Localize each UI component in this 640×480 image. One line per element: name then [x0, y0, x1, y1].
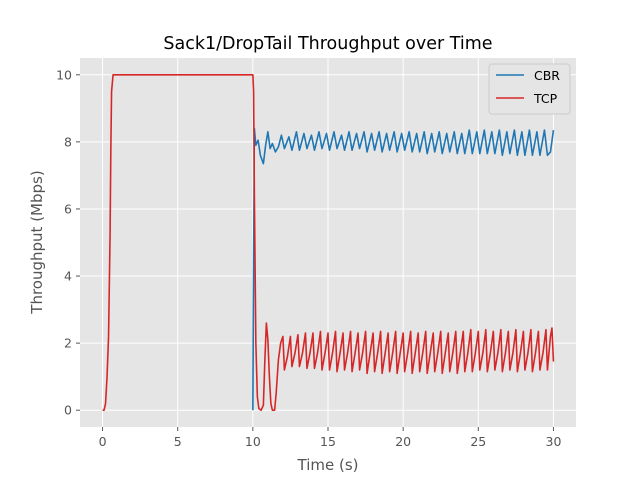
y-axis-label: Throughput (Mbps)	[28, 170, 46, 314]
x-tick-label: 5	[174, 434, 182, 449]
legend: CBR TCP	[488, 63, 571, 115]
grid-lines	[80, 58, 576, 427]
legend-box	[488, 63, 571, 115]
y-tick-label: 2	[64, 336, 72, 351]
x-tick-label: 30	[546, 434, 562, 449]
series-layer	[102, 73, 555, 412]
x-tick-label: 10	[245, 434, 261, 449]
y-tick-label: 10	[56, 67, 72, 82]
y-tick-label: 0	[64, 403, 72, 418]
y-axis: 0 2 4 6 8 10	[56, 67, 80, 418]
x-tick-label: 15	[320, 434, 336, 449]
chart-title: Sack1/DropTail Throughput over Time	[163, 34, 492, 54]
x-tick-label: 0	[99, 434, 107, 449]
x-axis-label: Time (s)	[297, 456, 359, 474]
y-tick-label: 8	[64, 134, 72, 149]
y-tick-label: 4	[64, 269, 72, 284]
x-tick-label: 25	[470, 434, 486, 449]
y-tick-label: 6	[64, 201, 72, 216]
legend-label-tcp: TCP	[533, 91, 558, 106]
series-line-tcp	[102, 73, 555, 412]
x-axis: 0 5 10 15 20 25 30	[99, 427, 562, 449]
series-line-cbr	[252, 127, 555, 411]
x-tick-label: 20	[395, 434, 411, 449]
legend-label-cbr: CBR	[534, 68, 560, 83]
